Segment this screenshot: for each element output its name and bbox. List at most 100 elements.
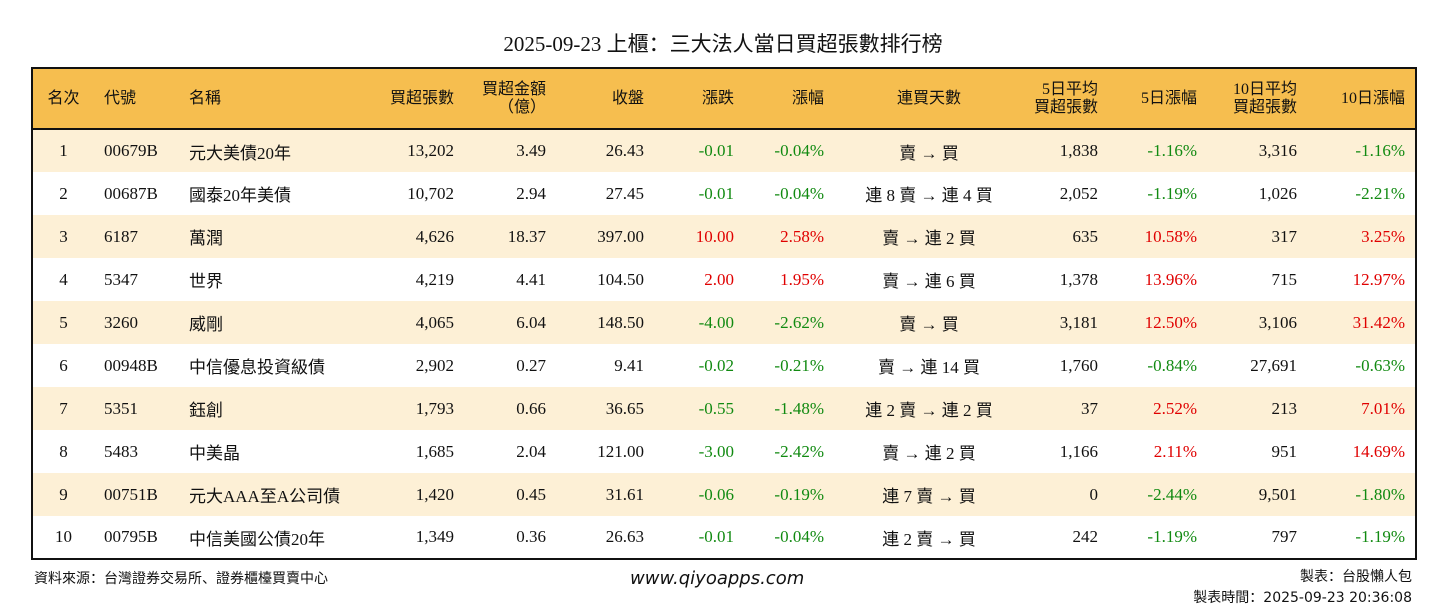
cell-name: 國泰20年美債 (189, 186, 291, 205)
cell-pct5: 10.58% (1144, 226, 1197, 246)
cell-avg10: 797 (1271, 527, 1298, 546)
cell-net-amount: 0.27 (516, 355, 546, 375)
cell-avg5: 1,760 (1059, 355, 1098, 375)
cell-code: 5347 (104, 269, 138, 289)
cell-close: 148.50 (597, 312, 644, 332)
table-row: 1 00679B 元大美債20年 13,202 3.49 26.43 -0.01 -0.04%… (32, 129, 1416, 172)
cell-name: 威剛 (189, 315, 223, 334)
footer-credits: 製表：台股懶人包 製表時間：2025-09-23 20:36:08 (1193, 567, 1412, 609)
cell-net-shares: 4,626 (415, 226, 454, 246)
cell-streak: 賣 → 連 14 買 (878, 358, 980, 377)
cell-pct: -0.19% (774, 484, 824, 504)
cell-avg10: 3,316 (1258, 141, 1297, 160)
cell-code: 5483 (104, 441, 138, 461)
cell-change: -0.02 (698, 355, 734, 375)
header-streak: 連買天數 (896, 89, 961, 107)
cell-pct10: 3.25% (1361, 226, 1405, 246)
cell-pct10: 12.97% (1352, 269, 1405, 289)
table-row: 8 5483 中美晶 1,685 2.04 121.00 -3.00 -2.42% 賣 → 連 … (32, 430, 1416, 473)
cell-rank: 6 (59, 355, 68, 375)
cell-change: -4.00 (698, 312, 734, 332)
header-pct5: 5日漲幅 (1140, 89, 1197, 107)
cell-net-shares: 4,219 (415, 269, 454, 289)
cell-streak: 賣 → 買 (899, 143, 959, 163)
header-close: 收盤 (611, 89, 644, 107)
cell-name: 世界 (189, 272, 223, 291)
cell-net-shares: 1,793 (415, 398, 454, 418)
header-name: 名稱 (189, 89, 222, 107)
cell-code: 00679B (104, 141, 158, 160)
table-row: 7 5351 鈺創 1,793 0.66 36.65 -0.55 -1.48% 連 2 賣 → … (32, 387, 1416, 430)
header-avg10-line2: 買超張數 (1232, 98, 1297, 116)
cell-net-amount: 0.36 (516, 527, 546, 546)
ranking-table: 名次 代號 名稱 買超張數 買超金額 （億） 收盤 漲跌 漲幅 連買天數 5日平均… (31, 67, 1417, 560)
cell-close: 397.00 (597, 226, 644, 246)
cell-change: -3.00 (698, 441, 734, 461)
cell-rank: 8 (59, 441, 68, 461)
cell-rank: 7 (59, 398, 68, 418)
cell-streak: 連 2 賣 → 買 (882, 529, 976, 549)
cell-net-shares: 1,685 (415, 441, 454, 461)
cell-avg10: 9,501 (1258, 484, 1297, 504)
cell-pct5: -1.19% (1147, 183, 1197, 203)
header-avg10: 10日平均 買超張數 (1207, 68, 1307, 129)
cell-pct5: 2.11% (1153, 441, 1197, 461)
generated-time: 製表時間：2025-09-23 20:36:08 (1193, 590, 1412, 606)
cell-code: 6187 (104, 226, 138, 246)
cell-name: 萬潤 (189, 229, 223, 248)
cell-avg5: 37 (1081, 398, 1098, 418)
cell-code: 00795B (104, 527, 158, 546)
cell-code: 00751B (104, 484, 158, 504)
cell-rank: 9 (59, 484, 68, 504)
cell-pct: 2.58% (780, 226, 824, 246)
cell-avg10: 715 (1271, 269, 1298, 289)
cell-avg5: 635 (1072, 226, 1099, 246)
cell-pct: -0.04% (774, 183, 824, 203)
cell-change: -0.01 (698, 183, 734, 203)
cell-streak: 賣 → 連 6 買 (882, 272, 976, 291)
website-link[interactable]: www.qiyoapps.com (630, 568, 805, 589)
cell-net-shares: 1,349 (415, 527, 454, 546)
cell-net-shares: 2,902 (415, 355, 454, 375)
cell-pct10: -1.80% (1355, 484, 1405, 504)
cell-net-amount: 3.49 (516, 141, 546, 160)
cell-avg10: 317 (1271, 226, 1298, 246)
cell-pct: -0.21% (774, 355, 824, 375)
cell-net-shares: 10,702 (407, 183, 454, 203)
cell-avg5: 242 (1072, 527, 1099, 546)
cell-pct: 1.95% (780, 269, 824, 289)
cell-pct: -0.04% (774, 141, 824, 160)
cell-avg5: 3,181 (1059, 312, 1098, 332)
data-source: 資料來源：台灣證券交易所、證券櫃檯買賣中心 (34, 571, 328, 587)
cell-change: -0.01 (698, 141, 734, 160)
cell-name: 中信美國公債20年 (189, 529, 325, 549)
cell-close: 121.00 (597, 441, 644, 461)
cell-net-shares: 13,202 (407, 141, 454, 160)
cell-avg5: 1,166 (1059, 441, 1098, 461)
cell-code: 00687B (104, 183, 158, 203)
cell-avg5: 1,378 (1059, 269, 1098, 289)
cell-streak: 連 2 賣 → 連 2 買 (865, 401, 993, 420)
cell-change: -0.06 (698, 484, 734, 504)
cell-streak: 賣 → 買 (899, 315, 959, 334)
cell-code: 5351 (104, 398, 138, 418)
cell-avg10: 27,691 (1250, 355, 1297, 375)
cell-pct5: 13.96% (1144, 269, 1197, 289)
header-pct10: 10日漲幅 (1340, 89, 1405, 107)
cell-pct10: 7.01% (1361, 398, 1405, 418)
header-rank: 名次 (47, 89, 80, 107)
cell-name: 中美晶 (189, 444, 240, 463)
cell-close: 26.43 (605, 141, 644, 160)
cell-avg10: 1,026 (1258, 183, 1297, 203)
header-avg5-line1: 5日平均 (1041, 80, 1098, 98)
header-avg10-line1: 10日平均 (1232, 80, 1297, 98)
table-header: 名次 代號 名稱 買超張數 買超金額 （億） 收盤 漲跌 漲幅 連買天數 5日平均… (32, 68, 1416, 129)
author: 製表：台股懶人包 (1300, 569, 1412, 585)
cell-net-amount: 0.66 (516, 398, 546, 418)
table-row: 10 00795B 中信美國公債20年 1,349 0.36 26.63 -0.01 -0.0… (32, 516, 1416, 559)
cell-streak: 賣 → 連 2 買 (882, 229, 976, 248)
header-avg5-line2: 買超張數 (1033, 98, 1098, 116)
cell-avg5: 1,838 (1059, 141, 1098, 160)
cell-pct10: -1.16% (1355, 141, 1405, 160)
cell-rank: 5 (59, 312, 68, 332)
